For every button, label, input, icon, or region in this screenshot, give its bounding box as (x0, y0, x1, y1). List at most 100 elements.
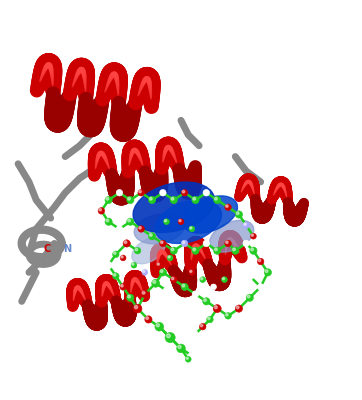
Circle shape (222, 277, 227, 282)
Circle shape (117, 226, 119, 229)
Circle shape (105, 196, 112, 204)
Circle shape (127, 218, 134, 225)
Circle shape (200, 277, 206, 282)
Circle shape (139, 226, 141, 229)
Circle shape (153, 280, 156, 283)
Circle shape (160, 190, 166, 196)
Circle shape (226, 314, 228, 316)
Circle shape (135, 248, 138, 251)
Circle shape (138, 226, 144, 232)
Circle shape (211, 285, 214, 287)
Circle shape (170, 247, 177, 254)
Circle shape (188, 352, 195, 359)
Circle shape (133, 304, 142, 313)
Circle shape (113, 274, 116, 276)
Circle shape (141, 290, 148, 298)
Circle shape (204, 190, 206, 193)
Circle shape (171, 276, 177, 283)
Ellipse shape (155, 200, 222, 244)
Circle shape (99, 208, 101, 211)
Circle shape (117, 190, 119, 193)
Circle shape (204, 241, 206, 244)
Circle shape (142, 270, 148, 275)
Circle shape (164, 288, 167, 290)
Circle shape (116, 190, 123, 196)
Circle shape (145, 316, 152, 323)
Circle shape (121, 284, 123, 287)
Circle shape (251, 234, 253, 236)
Circle shape (106, 262, 109, 265)
Circle shape (155, 322, 164, 331)
Circle shape (213, 305, 221, 312)
Circle shape (193, 331, 198, 337)
Circle shape (257, 258, 264, 265)
Circle shape (225, 204, 231, 210)
Circle shape (167, 255, 173, 261)
Circle shape (171, 248, 174, 251)
Circle shape (160, 240, 166, 247)
Circle shape (243, 240, 249, 247)
Circle shape (207, 316, 213, 323)
Ellipse shape (210, 220, 254, 252)
Circle shape (128, 219, 130, 222)
Circle shape (190, 270, 192, 272)
Circle shape (200, 324, 203, 327)
Circle shape (226, 205, 228, 207)
Circle shape (178, 345, 181, 348)
Circle shape (201, 278, 203, 280)
Circle shape (106, 197, 109, 200)
Circle shape (244, 223, 246, 226)
Circle shape (171, 277, 174, 280)
Circle shape (226, 241, 228, 244)
Circle shape (257, 284, 264, 290)
Circle shape (113, 252, 116, 254)
Circle shape (142, 292, 145, 294)
Circle shape (211, 284, 216, 290)
Circle shape (127, 294, 134, 301)
Circle shape (258, 284, 261, 287)
Circle shape (165, 332, 175, 343)
Circle shape (192, 247, 199, 254)
Circle shape (214, 306, 217, 309)
Circle shape (203, 298, 210, 305)
Circle shape (170, 196, 177, 204)
Circle shape (251, 233, 256, 239)
Circle shape (128, 295, 130, 298)
Circle shape (225, 240, 231, 247)
Ellipse shape (133, 182, 214, 232)
Circle shape (182, 284, 185, 287)
Circle shape (157, 263, 159, 265)
Circle shape (159, 269, 167, 276)
Circle shape (146, 317, 148, 320)
Circle shape (181, 190, 188, 196)
Circle shape (152, 279, 160, 287)
Circle shape (207, 317, 210, 320)
Circle shape (243, 222, 249, 228)
Circle shape (233, 248, 235, 251)
Circle shape (127, 196, 134, 204)
Circle shape (193, 332, 195, 334)
Circle shape (123, 240, 130, 247)
Circle shape (214, 247, 221, 254)
Circle shape (171, 197, 174, 200)
Circle shape (150, 197, 152, 200)
Circle shape (131, 262, 137, 268)
Circle shape (189, 226, 195, 232)
Circle shape (148, 196, 156, 204)
Circle shape (235, 211, 243, 218)
Circle shape (105, 262, 112, 269)
Circle shape (265, 270, 268, 272)
Circle shape (192, 291, 199, 297)
Circle shape (121, 256, 123, 258)
Circle shape (132, 263, 134, 265)
Ellipse shape (132, 238, 165, 264)
Text: N: N (63, 244, 71, 254)
Circle shape (156, 324, 159, 327)
Circle shape (186, 357, 188, 359)
Circle shape (182, 241, 185, 244)
Circle shape (236, 306, 239, 309)
Circle shape (192, 196, 199, 204)
Circle shape (168, 256, 170, 258)
Circle shape (264, 269, 272, 276)
Circle shape (164, 219, 169, 225)
